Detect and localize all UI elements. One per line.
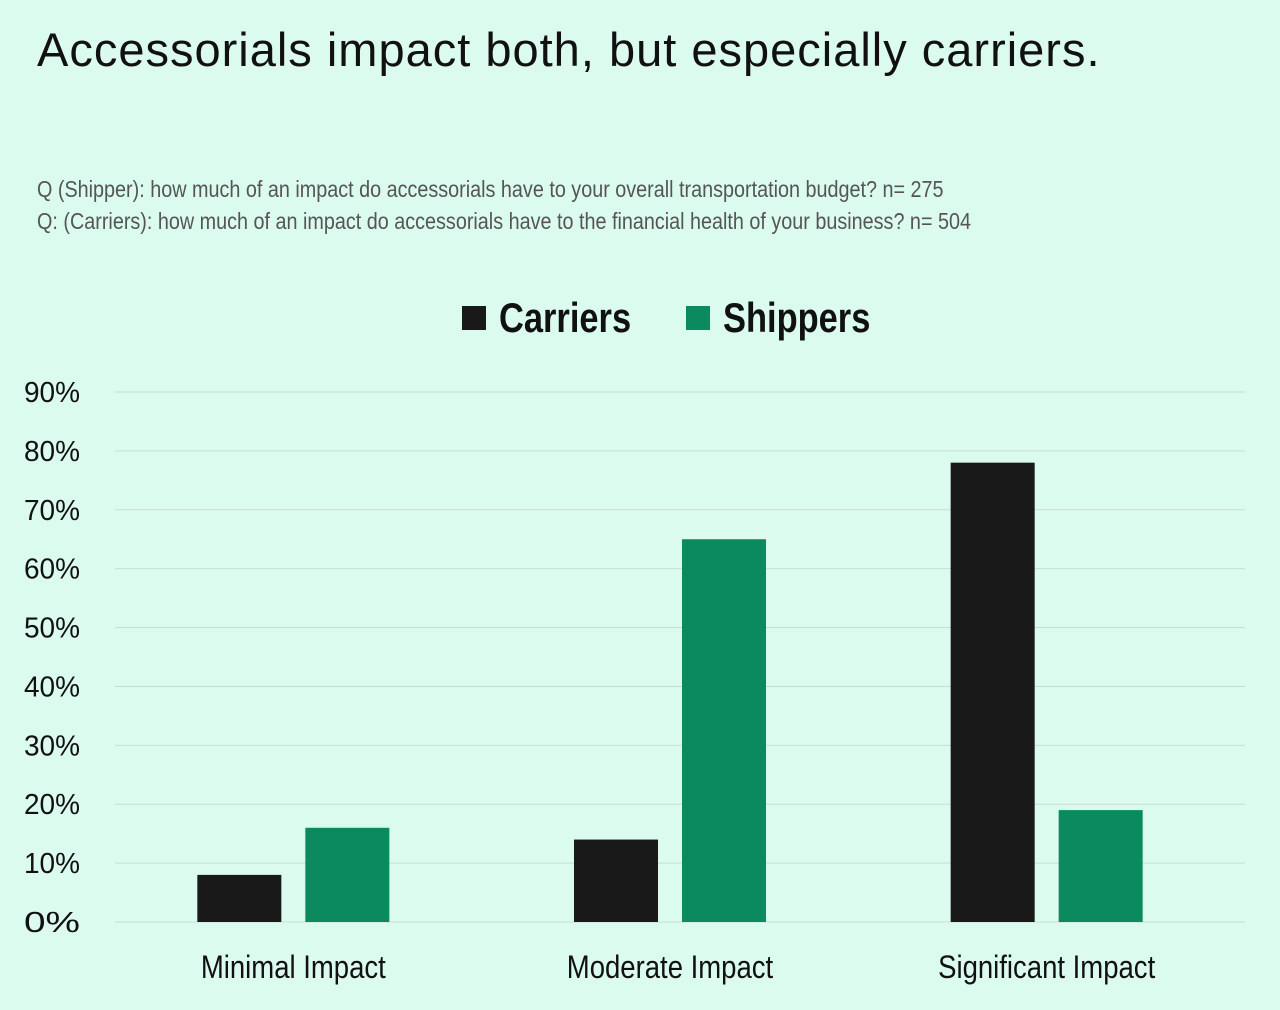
x-category-label: Minimal Impact [201, 950, 387, 985]
chart-title-text: Accessorials impact both, but especially… [37, 23, 1101, 76]
y-tick-label: 90% [24, 377, 80, 409]
bar-shippers [1058, 810, 1143, 922]
subtitle-carrier-question: Q: (Carriers): how much of an impact do … [37, 208, 971, 234]
y-tick-label: 70% [24, 495, 80, 527]
y-tick-label: 20% [24, 789, 80, 821]
y-tick-label: 60% [24, 554, 80, 586]
legend-swatch-shippers [686, 306, 711, 330]
legend-item-carriers: Carriers [462, 294, 632, 342]
legend-swatch-carriers [462, 306, 486, 330]
x-category-label: Significant Impact [938, 950, 1156, 985]
y-tick-label: 40% [24, 671, 80, 703]
bar-carriers [950, 462, 1035, 922]
y-tick-label: 10% [24, 848, 80, 880]
y-tick-label: 0% [24, 907, 80, 939]
chart-title: Accessorials impact both, but especially… [37, 22, 1101, 78]
legend-label-shippers: Shippers [723, 294, 871, 341]
y-tick-label: 50% [24, 613, 80, 645]
bar-shippers [305, 827, 390, 922]
bar-carriers [574, 839, 658, 922]
legend-label-carriers: Carriers [499, 294, 632, 341]
y-tick-label: 80% [24, 436, 80, 468]
bar-shippers [682, 539, 766, 922]
legend: Carriers Shippers [462, 294, 929, 342]
x-category-label: Moderate Impact [567, 950, 774, 985]
y-tick-label: 30% [24, 730, 80, 762]
subtitle-shipper-question: Q (Shipper): how much of an impact do ac… [37, 176, 944, 202]
legend-item-shippers: Shippers [686, 294, 873, 342]
bar-carriers [197, 874, 282, 922]
